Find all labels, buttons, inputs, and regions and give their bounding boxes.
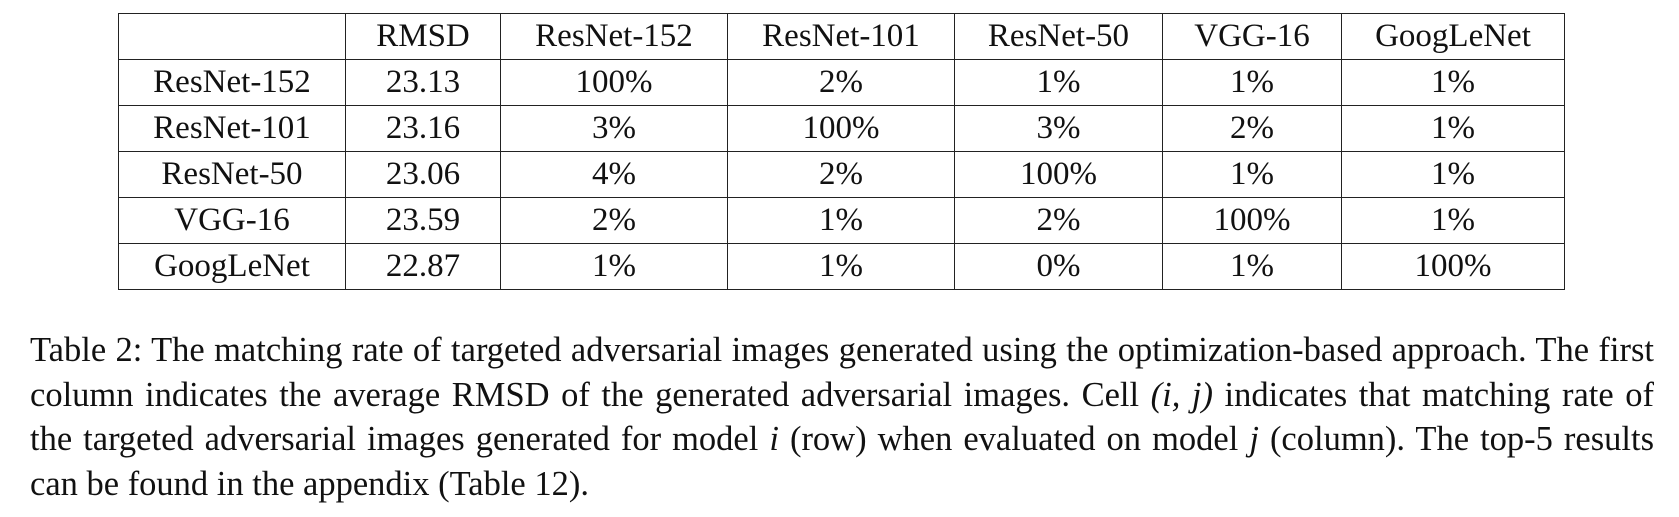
row-label: GoogLeNet: [118, 243, 346, 290]
math: i: [769, 420, 779, 458]
cell: 1%: [500, 243, 728, 290]
caption-text: indicates that matching rate of the targ…: [30, 375, 1654, 459]
cell: 1%: [1162, 59, 1342, 106]
cell: 100%: [954, 151, 1163, 198]
header-cell: ResNet-152: [500, 13, 728, 60]
row-label: VGG-16: [118, 197, 346, 244]
row-label: ResNet-101: [118, 105, 346, 152]
header-cell: ResNet-50: [954, 13, 1163, 60]
cell: 2%: [1162, 105, 1342, 152]
table-row: ResNet-101 23.16 3% 100% 3% 2% 1%: [118, 105, 1565, 152]
cell: 2%: [727, 59, 955, 106]
cell: 2%: [954, 197, 1163, 244]
cell: 1%: [1162, 243, 1342, 290]
cell: 1%: [1162, 151, 1342, 198]
cell: 100%: [1162, 197, 1342, 244]
row-label: ResNet-152: [118, 59, 346, 106]
cell: 3%: [500, 105, 728, 152]
cell: 100%: [727, 105, 955, 152]
cell: 23.59: [345, 197, 501, 244]
cell: 0%: [954, 243, 1163, 290]
cell: 23.16: [345, 105, 501, 152]
results-table: RMSD ResNet-152 ResNet-101 ResNet-50 VGG-16 G…: [118, 13, 1565, 290]
table-row: ResNet-152 23.13 100% 2% 1% 1% 1%: [118, 59, 1565, 106]
cell: 1%: [727, 197, 955, 244]
corner-cell: [118, 13, 346, 60]
header-cell: ResNet-101: [727, 13, 955, 60]
caption-text: (row) when evaluated on model: [778, 420, 1250, 458]
caption-text: Table 2: The matching rate of targeted a…: [30, 331, 1654, 414]
table-row: VGG-16 23.59 2% 1% 2% 100% 1%: [118, 197, 1565, 244]
cell: 1%: [1341, 197, 1565, 244]
cell: 2%: [500, 197, 728, 244]
caption-text: (column). The top-5 results can be found…: [30, 420, 1654, 503]
cell: 4%: [500, 151, 728, 198]
cell: 100%: [500, 59, 728, 106]
math: j: [1249, 420, 1259, 458]
table-row: ResNet-50 23.06 4% 2% 100% 1% 1%: [118, 151, 1565, 198]
caption: Table 2: The matching rate of targeted a…: [30, 328, 1654, 506]
cell: 1%: [1341, 151, 1565, 198]
table-row: GoogLeNet 22.87 1% 1% 0% 1% 100%: [118, 243, 1565, 290]
cell: 3%: [954, 105, 1163, 152]
header-cell: RMSD: [345, 13, 501, 60]
cell: 1%: [1341, 105, 1565, 152]
cell: 1%: [727, 243, 955, 290]
row-label: ResNet-50: [118, 151, 346, 198]
math: (i, j): [1150, 375, 1213, 414]
header-cell: GoogLeNet: [1341, 13, 1565, 60]
header-row: RMSD ResNet-152 ResNet-101 ResNet-50 VGG-16 G…: [118, 13, 1565, 60]
cell: 1%: [954, 59, 1163, 106]
cell: 1%: [1341, 59, 1565, 106]
cell: 23.13: [345, 59, 501, 106]
cell: 2%: [727, 151, 955, 198]
header-cell: VGG-16: [1162, 13, 1342, 60]
cell: 23.06: [345, 151, 501, 198]
cell: 22.87: [345, 243, 501, 290]
cell: 100%: [1341, 243, 1565, 290]
